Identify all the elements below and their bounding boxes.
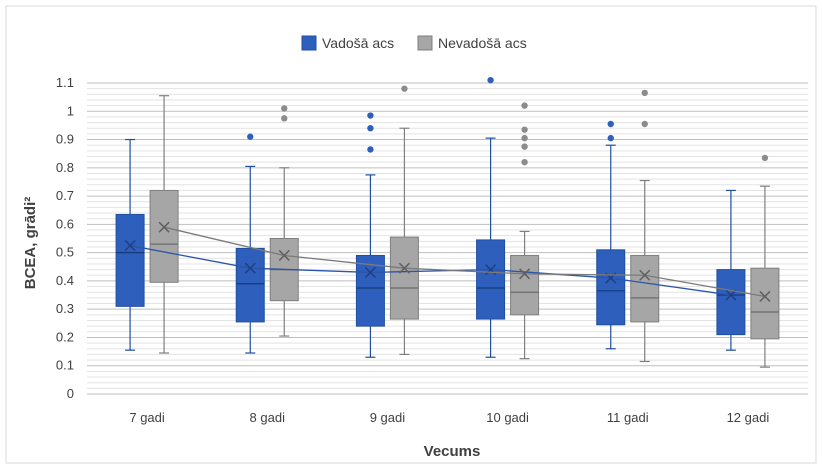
mean-marker (364, 266, 376, 278)
mean-marker-stroke (398, 262, 410, 274)
mean-marker-stroke (158, 221, 170, 233)
outlier-point (367, 146, 374, 153)
y-tick-label: 0.7 (56, 188, 74, 203)
outlier-point (521, 102, 528, 109)
outlier-point (247, 133, 254, 140)
box-group (596, 120, 626, 350)
mean-marker-stroke (725, 289, 737, 301)
gridlines (87, 82, 808, 395)
mean-marker-stroke (278, 249, 290, 261)
legend: Vadošā acs Nevadošā acs (301, 35, 527, 51)
legend-swatch-vadosa (301, 35, 317, 51)
box-group (389, 85, 419, 356)
box-group (750, 154, 780, 368)
y-tick-label: 0.3 (56, 301, 74, 316)
outlier-point (367, 125, 374, 132)
box-group (716, 189, 746, 351)
y-tick-label: 0 (67, 386, 74, 401)
box-iqr (235, 247, 265, 323)
outlier-point (521, 134, 528, 142)
mean-marker (759, 290, 771, 302)
y-tick-label: 0.9 (56, 132, 74, 147)
box-iqr (596, 249, 626, 326)
outlier-point (401, 85, 408, 92)
outlier-point (281, 115, 288, 122)
x-axis-ticks: 7 gadi 8 gadi 9 gadi 10 gadi 11 gadi 12 gadi (129, 410, 769, 425)
box-group (149, 95, 179, 354)
mean-marker (398, 262, 410, 274)
outlier-point (761, 154, 769, 162)
outlier-point (641, 89, 648, 97)
mean-marker-stroke (759, 290, 771, 302)
series-nevadosa (149, 85, 780, 368)
outlier-point (487, 76, 494, 84)
box-group (630, 89, 660, 363)
y-tick-label: 0.4 (56, 273, 74, 288)
box-iqr (115, 213, 145, 307)
y-tick-label: 1.1 (56, 75, 74, 90)
box-iqr (716, 269, 746, 336)
outlier-point (607, 120, 614, 128)
x-tick-label: 12 gadi (727, 410, 770, 425)
x-tick-label: 7 gadi (129, 410, 165, 425)
mean-marker-stroke (124, 240, 136, 252)
y-axis-ticks: 0 0.1 0.2 0.3 0.4 0.5 0.6 0.7 0.8 0.9 1 1.1 (56, 75, 74, 401)
y-tick-label: 0.5 (56, 245, 74, 260)
x-tick-label: 8 gadi (250, 410, 286, 425)
legend-label-nevadosa: Nevadošā acs (438, 35, 527, 51)
mean-marker-stroke (485, 264, 497, 276)
legend-label-vadosa: Vadošā acs (322, 35, 394, 51)
outlier-point (641, 120, 648, 128)
mean-marker (725, 289, 737, 301)
legend-swatch-nevadosa (417, 35, 433, 51)
y-tick-label: 0.8 (56, 160, 74, 175)
box-group (476, 76, 506, 358)
box-iqr (750, 267, 780, 340)
mean-marker (124, 240, 136, 252)
mean-line-vadosa (129, 244, 732, 296)
outlier-point (521, 143, 528, 150)
outlier-point (281, 105, 288, 112)
mean-marker-stroke (639, 269, 651, 281)
box-group (355, 112, 385, 358)
box-iqr (510, 254, 540, 316)
y-tick-label: 0.6 (56, 216, 74, 231)
mean-marker-stroke (364, 266, 376, 278)
mean-marker (519, 268, 531, 280)
mean-marker (244, 262, 256, 274)
x-tick-label: 9 gadi (370, 410, 406, 425)
box-iqr (389, 236, 419, 320)
y-tick-label: 0.2 (56, 329, 74, 344)
box-iqr (476, 239, 506, 320)
box-iqr (630, 254, 660, 323)
mean-marker-stroke (244, 262, 256, 274)
mean-marker (158, 221, 170, 233)
x-tick-label: 11 gadi (607, 410, 649, 425)
mean-marker-stroke (519, 268, 531, 280)
y-axis-title: BCEA, grādi² (22, 197, 39, 290)
y-tick-label: 1 (67, 103, 74, 118)
outlier-point (607, 134, 614, 142)
outlier-point (521, 158, 528, 166)
box-group (510, 102, 540, 360)
mean-marker (278, 249, 290, 261)
mean-line-nevadosa (163, 226, 766, 298)
outlier-point (521, 126, 528, 133)
series-vadosa (115, 76, 746, 358)
plot-area (115, 76, 780, 368)
box-group (115, 138, 145, 351)
x-tick-label: 10 gadi (486, 410, 529, 425)
mean-marker (639, 269, 651, 281)
y-tick-label: 0.1 (56, 358, 74, 373)
box-iqr (149, 189, 179, 283)
outlier-point (367, 112, 374, 119)
box-group (235, 133, 265, 354)
x-axis-title: Vecums (424, 443, 481, 460)
box-iqr (355, 254, 385, 327)
